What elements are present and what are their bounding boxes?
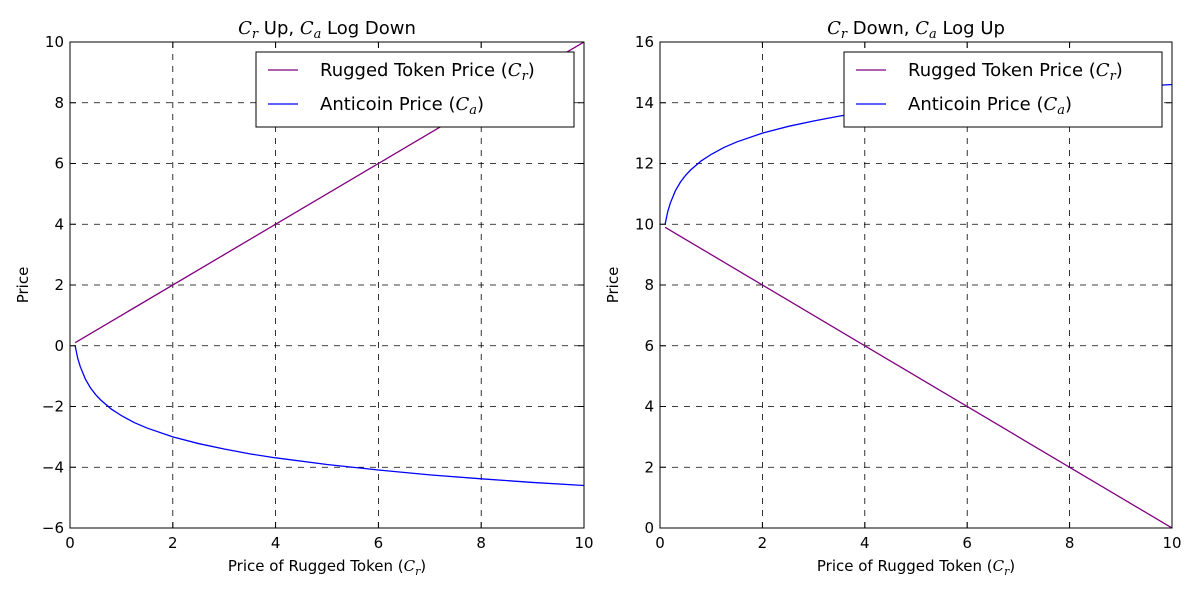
y-tick-label: 16	[635, 33, 654, 51]
x-tick-label: 2	[168, 534, 178, 552]
y-tick-label: 8	[54, 94, 64, 112]
x-tick-label: 8	[476, 534, 486, 552]
y-tick-label: 12	[635, 155, 654, 173]
x-tick-label: 0	[65, 534, 75, 552]
y-tick-label: 0	[54, 337, 64, 355]
x-tick-label: 10	[1162, 534, 1181, 552]
legend-box	[255, 51, 575, 128]
x-tick-label: 6	[374, 534, 384, 552]
y-tick-label: 14	[635, 94, 654, 112]
y-tick-label: 10	[45, 33, 64, 51]
rugged-token-price-line	[664, 226, 1172, 528]
chart-panel-1: 0 2 4 6 8 10 −6 −4 −2 0 2 4 6 8 10 Cr Up, Ca Log Down Pr…	[14, 18, 594, 578]
legend-box	[843, 51, 1163, 128]
x-tick-label: 4	[271, 534, 281, 552]
y-tick-label: 6	[54, 155, 64, 173]
y-tick-label: 4	[54, 215, 64, 233]
y-tick-label: −6	[42, 519, 64, 537]
y-axis-label: Price	[14, 267, 32, 304]
y-tick-label: 4	[644, 398, 654, 416]
legend-label-rugged-token: Rugged Token Price (Cr)	[908, 60, 1123, 84]
y-tick-label: 0	[644, 519, 654, 537]
chart-title: Cr Down, Ca Log Up	[827, 18, 1005, 42]
x-tick-label: 4	[860, 534, 870, 552]
chart-title: Cr Up, Ca Log Down	[238, 18, 416, 42]
x-axis-label: Price of Rugged Token (Cr)	[228, 557, 426, 578]
y-tick-label: −2	[42, 398, 64, 416]
x-tick-label: 8	[1065, 534, 1075, 552]
legend: Rugged Token Price (Cr) Anticoin Price (C…	[255, 51, 575, 128]
legend-label-rugged-token: Rugged Token Price (Cr)	[320, 60, 535, 84]
anticoin-price-line	[74, 345, 584, 487]
y-tick-label: 2	[54, 276, 64, 294]
x-tick-label: 0	[655, 534, 665, 552]
y-tick-label: 10	[635, 215, 654, 233]
y-tick-label: 6	[644, 337, 654, 355]
x-axis-label: Price of Rugged Token (Cr)	[817, 557, 1015, 578]
x-tick-label: 10	[574, 534, 593, 552]
legend: Rugged Token Price (Cr) Anticoin Price (C…	[843, 51, 1163, 128]
legend-label-anticoin: Anticoin Price (Ca)	[908, 94, 1072, 118]
y-axis-label: Price	[604, 267, 622, 304]
x-tick-label: 2	[758, 534, 768, 552]
y-tick-label: −4	[42, 458, 64, 476]
chart-panel-2: 0 2 4 6 8 10 0 2 4 6 8 10 12 14 16 Cr Down, Ca Log Up Pr…	[604, 18, 1182, 578]
y-tick-label: 8	[644, 276, 654, 294]
y-tick-label: 2	[644, 458, 654, 476]
legend-label-anticoin: Anticoin Price (Ca)	[320, 94, 484, 118]
x-tick-label: 6	[962, 534, 972, 552]
